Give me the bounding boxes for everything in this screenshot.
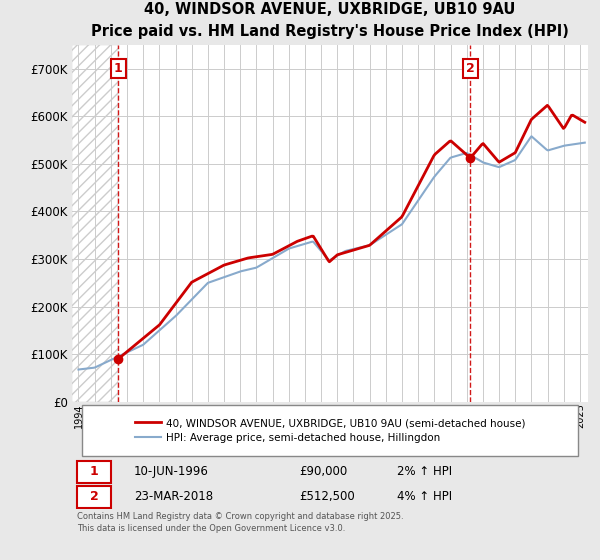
40, WINDSOR AVENUE, UXBRIDGE, UB10 9AU (semi-detached house) (581, 119, 589, 125)
Text: 1: 1 (90, 465, 98, 478)
HPI: Average price, semi-detached house, Hillingdon: (2.02e+03, 4.97e+05): Average price, semi-detached house, Hill… (440, 162, 448, 169)
40, WINDSOR AVENUE, UXBRIDGE, UB10 9AU (semi-detached house) (330, 255, 337, 262)
40, WINDSOR AVENUE, UXBRIDGE, UB10 9AU (semi-detached house) (544, 102, 551, 109)
FancyBboxPatch shape (77, 486, 110, 507)
Legend: 40, WINDSOR AVENUE, UXBRIDGE, UB10 9AU (semi-detached house), HPI: Average price: 40, WINDSOR AVENUE, UXBRIDGE, UB10 9AU (… (131, 415, 529, 446)
FancyBboxPatch shape (77, 460, 110, 483)
HPI: Average price, semi-detached house, Hillingdon: (1.99e+03, 6.8e+04): Average price, semi-detached house, Hill… (75, 366, 82, 373)
Title: 40, WINDSOR AVENUE, UXBRIDGE, UB10 9AU
Price paid vs. HM Land Registry's House P: 40, WINDSOR AVENUE, UXBRIDGE, UB10 9AU P… (91, 2, 569, 39)
Text: £512,500: £512,500 (299, 490, 355, 503)
Text: £90,000: £90,000 (299, 465, 347, 478)
HPI: Average price, semi-detached house, Hillingdon: (2e+03, 2.76e+05): Average price, semi-detached house, Hill… (240, 267, 247, 274)
HPI: Average price, semi-detached house, Hillingdon: (2.03e+03, 5.44e+05): Average price, semi-detached house, Hill… (581, 139, 589, 146)
40, WINDSOR AVENUE, UXBRIDGE, UB10 9AU (semi-detached house) (390, 221, 397, 227)
HPI: Average price, semi-detached house, Hillingdon: (2.01e+03, 3.66e+05): Average price, semi-detached house, Hill… (394, 224, 401, 231)
40, WINDSOR AVENUE, UXBRIDGE, UB10 9AU (semi-detached house) (562, 122, 569, 128)
40, WINDSOR AVENUE, UXBRIDGE, UB10 9AU (semi-detached house) (239, 256, 246, 263)
FancyBboxPatch shape (82, 405, 578, 456)
Text: 23-MAR-2018: 23-MAR-2018 (134, 490, 213, 503)
HPI: Average price, semi-detached house, Hillingdon: (2e+03, 1.16e+05): Average price, semi-detached house, Hill… (136, 343, 143, 350)
40, WINDSOR AVENUE, UXBRIDGE, UB10 9AU (semi-detached house) (115, 356, 122, 362)
HPI: Average price, semi-detached house, Hillingdon: (2.02e+03, 5.58e+05): Average price, semi-detached house, Hill… (528, 133, 535, 139)
Text: 10-JUN-1996: 10-JUN-1996 (134, 465, 209, 478)
40, WINDSOR AVENUE, UXBRIDGE, UB10 9AU (semi-detached house) (576, 116, 583, 123)
Text: 2: 2 (90, 490, 98, 503)
Line: HPI: Average price, semi-detached house, Hillingdon: HPI: Average price, semi-detached house,… (79, 136, 585, 370)
HPI: Average price, semi-detached house, Hillingdon: (2.02e+03, 5.03e+05): Average price, semi-detached house, Hill… (443, 159, 450, 166)
Text: 2% ↑ HPI: 2% ↑ HPI (397, 465, 452, 478)
Text: 4% ↑ HPI: 4% ↑ HPI (397, 490, 452, 503)
Bar (72, 45, 118, 402)
Text: 1: 1 (114, 62, 122, 75)
40, WINDSOR AVENUE, UXBRIDGE, UB10 9AU (semi-detached house) (363, 243, 370, 250)
HPI: Average price, semi-detached house, Hillingdon: (2.01e+03, 3.1e+05): Average price, semi-detached house, Hill… (275, 251, 283, 258)
Line: 40, WINDSOR AVENUE, UXBRIDGE, UB10 9AU (semi-detached house): 40, WINDSOR AVENUE, UXBRIDGE, UB10 9AU (… (118, 105, 585, 359)
Text: 2: 2 (466, 62, 475, 75)
Text: Contains HM Land Registry data © Crown copyright and database right 2025.
This d: Contains HM Land Registry data © Crown c… (77, 512, 404, 533)
